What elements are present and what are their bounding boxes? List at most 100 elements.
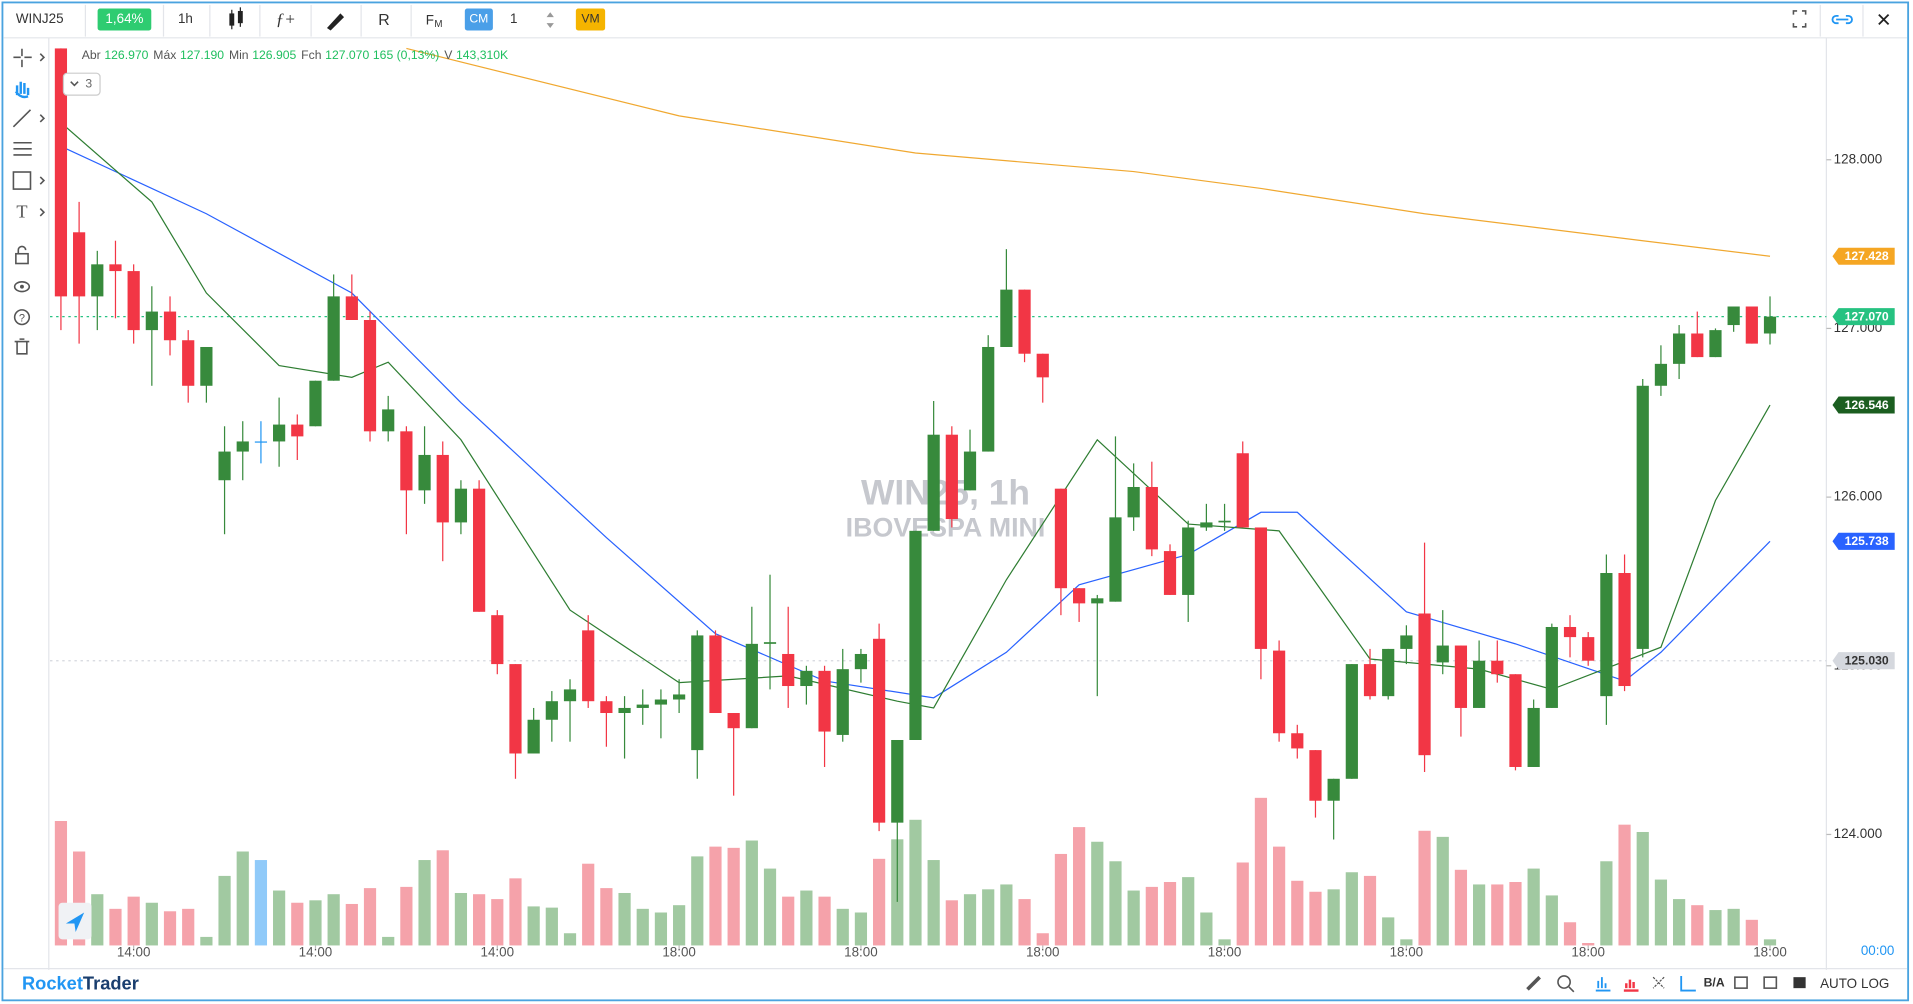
vol-icon[interactable] xyxy=(1623,979,1639,992)
candle-body xyxy=(473,488,486,612)
layout-icon[interactable] xyxy=(1734,976,1748,989)
collapse-button[interactable] xyxy=(62,72,101,96)
layout-icon-2[interactable] xyxy=(1763,976,1778,989)
volume-bar xyxy=(1054,853,1068,946)
volume-bar xyxy=(1491,884,1504,946)
auto[interactable]: AUTO xyxy=(1820,976,1857,991)
volume-bar xyxy=(327,894,340,946)
volume-bar xyxy=(636,908,649,946)
symbol[interactable]: WINJ25 xyxy=(16,11,64,26)
cm: CM xyxy=(469,12,488,26)
eye-icon[interactable] xyxy=(13,281,31,293)
axis-icon[interactable] xyxy=(1680,975,1696,992)
volume-bar xyxy=(1636,831,1649,946)
x-tick-label: 14:00 xyxy=(481,944,515,959)
rect-icon[interactable] xyxy=(12,171,32,190)
candle-body xyxy=(218,451,231,481)
volume-bar xyxy=(836,908,849,946)
text-icon[interactable]: T xyxy=(16,202,27,222)
candle-body xyxy=(1327,778,1340,801)
zoom-icon[interactable] xyxy=(1557,975,1571,989)
candle-body xyxy=(945,434,958,520)
candle-icon[interactable] xyxy=(229,7,243,30)
grid-icon[interactable] xyxy=(1652,976,1665,989)
close-icon[interactable] xyxy=(1878,13,1890,26)
candle-body xyxy=(782,653,795,687)
volume-bar xyxy=(582,863,595,946)
qty[interactable]: 1 xyxy=(510,11,517,26)
fib-icon[interactable] xyxy=(13,141,32,156)
volume-bar xyxy=(782,896,795,946)
candle-body xyxy=(1145,486,1158,550)
y-tick-label: 126.000 xyxy=(1834,489,1882,504)
volume-bar xyxy=(709,846,722,946)
volume-bar xyxy=(382,936,395,946)
legend-value: 127.190 xyxy=(180,48,224,62)
volume-bar xyxy=(1618,824,1631,946)
vm-badge[interactable] xyxy=(575,8,606,31)
volume-bar xyxy=(1327,889,1340,946)
x-tick-label: 18:00 xyxy=(844,944,878,959)
crosshair-icon[interactable] xyxy=(13,48,32,68)
legend-key: Fch xyxy=(301,48,321,62)
volume-bar xyxy=(509,878,522,946)
ba[interactable]: B/A xyxy=(1704,975,1725,989)
fullscreen-icon[interactable] xyxy=(1792,10,1807,28)
price-tag-label: 125.738 xyxy=(1845,534,1889,548)
ruler-icon[interactable] xyxy=(1526,975,1541,991)
legend-key: Abr xyxy=(82,48,101,62)
pencil-icon[interactable] xyxy=(326,13,345,31)
volume-bar xyxy=(854,912,868,946)
hand-icon[interactable] xyxy=(14,81,30,99)
candle-body xyxy=(382,409,395,432)
candle-body xyxy=(273,424,286,442)
fm-icon[interactable]: F xyxy=(426,12,434,27)
layout-icon-3[interactable] xyxy=(1793,977,1806,989)
line-icon[interactable] xyxy=(12,109,32,128)
lock-icon[interactable] xyxy=(15,252,29,265)
trash-icon[interactable] xyxy=(14,338,30,355)
x-tick-label: 14:00 xyxy=(299,944,333,959)
volume-bar xyxy=(1600,861,1613,946)
ohlc-legend: Abr 126.970 Máx 127.190 Min 126.905 Fch 127.070… xyxy=(82,48,508,62)
volume-bar xyxy=(1236,862,1249,946)
y-tick-label: 124.000 xyxy=(1834,826,1882,841)
legend-value: 127.070 xyxy=(325,48,369,62)
interval[interactable]: 1h xyxy=(178,11,193,26)
time-right: 00:00 xyxy=(1861,943,1895,958)
log[interactable]: LOG xyxy=(1861,976,1889,991)
bars-icon[interactable] xyxy=(1595,977,1611,992)
cm-badge[interactable] xyxy=(464,8,493,31)
indicator-icon[interactable]: ƒ+ xyxy=(276,10,296,29)
candle-body xyxy=(236,441,249,452)
candle-body xyxy=(1363,664,1377,697)
volume-bar xyxy=(1309,891,1322,946)
volume-bar xyxy=(163,911,177,946)
volume-bar xyxy=(1436,836,1449,946)
x-tick-label: 18:00 xyxy=(1571,944,1605,959)
spinner[interactable] xyxy=(546,12,554,29)
volume-bar xyxy=(1763,939,1777,946)
candle-body xyxy=(1073,588,1086,604)
x-tick-label: 18:00 xyxy=(1753,944,1787,959)
help-icon[interactable] xyxy=(13,309,31,326)
x-tick-label: 18:00 xyxy=(1390,944,1424,959)
candle-body xyxy=(1291,733,1304,749)
volume-bar xyxy=(254,860,268,946)
volume-bar xyxy=(473,894,486,946)
candle-body xyxy=(1436,645,1449,663)
candle-body xyxy=(436,454,449,523)
link-icon[interactable] xyxy=(1831,14,1853,25)
price-tag xyxy=(1832,396,1895,414)
volume-bar xyxy=(1382,917,1395,946)
candle-body xyxy=(727,713,740,729)
candle-body xyxy=(1636,385,1649,649)
candle-body xyxy=(963,451,977,491)
brand: RocketTrader xyxy=(22,972,139,993)
candle-body xyxy=(1273,650,1286,734)
candle-body xyxy=(527,719,540,754)
price-tag-label: 125.030 xyxy=(1845,654,1889,668)
candle-body xyxy=(1763,316,1777,334)
rx-icon[interactable]: R xyxy=(378,12,389,29)
candle-body xyxy=(691,635,704,751)
